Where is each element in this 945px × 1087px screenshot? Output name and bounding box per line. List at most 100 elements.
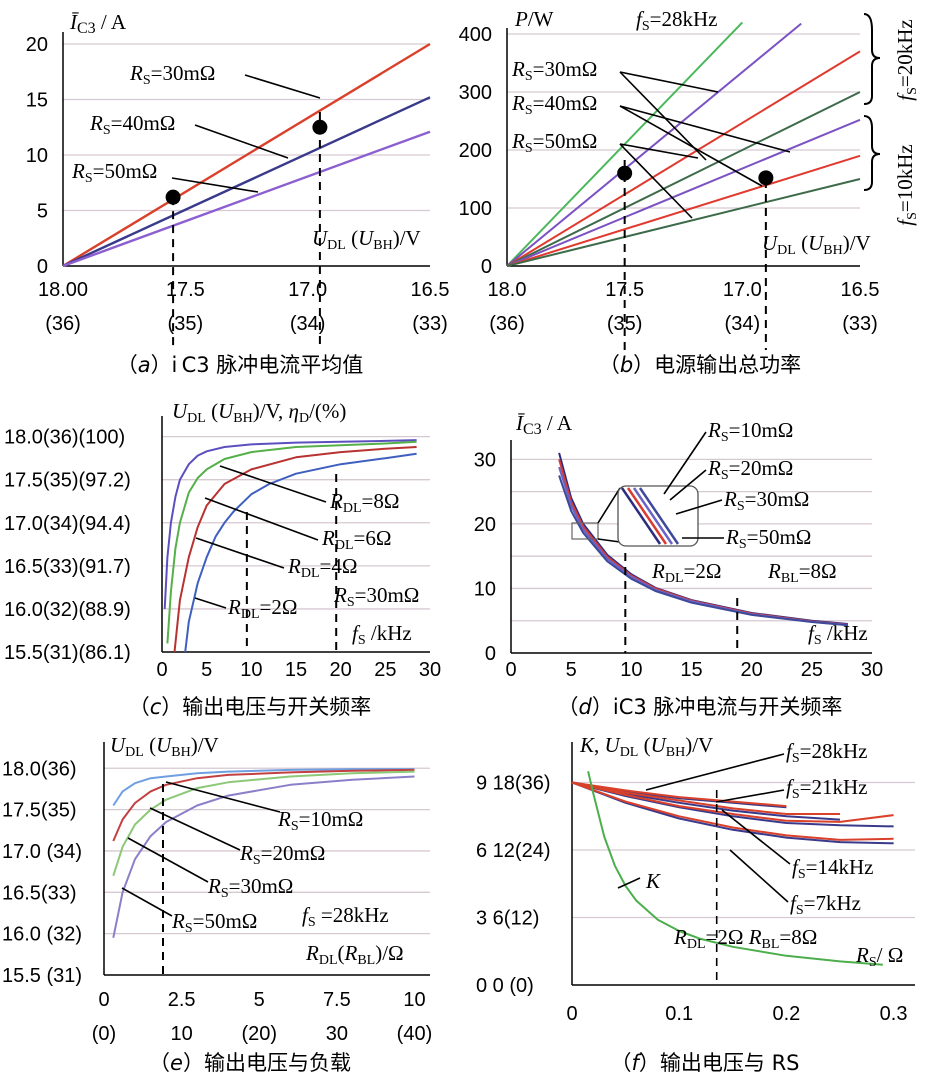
annotation-rs10: RS=10mΩ <box>277 807 363 834</box>
y-tick-label: 0 <box>37 256 48 278</box>
x-tick-label: 16.5 <box>841 279 880 301</box>
x-axis-title: RDL(RBL)/Ω <box>305 941 404 968</box>
x-tick-label: 2.5 <box>168 989 196 1011</box>
x-tick-label: (35) <box>168 313 204 335</box>
series-line <box>506 50 861 267</box>
annotation-fs14: fS=14kHz <box>792 855 873 882</box>
x-tick-label: 5 <box>201 659 212 681</box>
y-tick-label: 200 <box>459 140 492 162</box>
leader-line <box>127 837 209 883</box>
series-line <box>184 452 417 653</box>
x-tick-label: 17.5 <box>605 279 644 301</box>
leader-line <box>171 177 259 193</box>
y-tick-label: 10 <box>474 578 496 600</box>
series-line <box>506 118 861 267</box>
leader-line <box>597 538 621 543</box>
x-tick-label: 17.0 <box>288 279 327 301</box>
panel-d: 0 10 20 30 0 5 10 15 20 25 30 ĪC3 / A fS /kHz RS=10mΩ… <box>474 411 883 719</box>
annotation-fs7: fS=7kHz <box>790 891 861 918</box>
x-tick-label: 0.2 <box>772 1003 800 1025</box>
x-tick-label: (33) <box>842 313 878 335</box>
panel-f: 0 0 (0) 3 6(12) 6 12(24) 9 18(36) 0 0.1 0.2 0.3… <box>476 733 915 1075</box>
x-tick-label: 17.5 <box>166 279 205 301</box>
y-tick-label: 9 18(36) <box>476 773 551 795</box>
series-line <box>558 475 848 627</box>
x-tick-label: 25 <box>801 659 823 681</box>
annotation-k: K <box>645 869 661 893</box>
x-tick-label: 30 <box>861 659 883 681</box>
leader-line <box>619 105 791 153</box>
zoom-series-line <box>632 487 674 545</box>
leader-line <box>617 877 641 889</box>
x-tick-label: 0 <box>98 989 109 1011</box>
annotation-rdl4: RDL=4Ω <box>287 554 357 581</box>
y-tick-label: 15.5(31)(86.1) <box>4 642 131 664</box>
y-tick-label: 18.0(36) <box>2 758 77 780</box>
leader-line <box>165 781 281 813</box>
y-tick-label: 0 <box>485 643 496 665</box>
leader-line <box>619 143 699 159</box>
annotation-rs50: RS=50mΩ <box>171 909 257 936</box>
leader-line <box>619 143 693 219</box>
y-tick-label: 3 6(12) <box>476 908 539 930</box>
x-tick-label: (20) <box>241 1023 277 1045</box>
x-tick-label: (34) <box>725 313 761 335</box>
x-tick-label: (36) <box>45 313 81 335</box>
series-line <box>571 781 894 828</box>
series-line <box>112 768 415 807</box>
x-tick-label: (34) <box>290 313 326 335</box>
x-tick-label: 5 <box>254 989 265 1011</box>
x-tick-label: 0 <box>156 659 167 681</box>
panel-c: 15.5(31)(86.1) 16.0(32)(88.9) 16.5(33)(91.… <box>4 399 441 719</box>
y-tick-label: 16.5(33)(91.7) <box>4 556 131 578</box>
y-axis-title: K, UDL (UBH)/V <box>579 733 713 760</box>
annotation-rs20: RS=20mΩ <box>239 841 325 868</box>
leader-line <box>721 809 791 865</box>
leader-line <box>194 597 227 609</box>
x-axis-title: RS/ Ω <box>855 943 903 970</box>
y-tick-label: 16.5(33) <box>2 882 77 904</box>
series-line <box>506 22 802 267</box>
panel-caption: （d）iC3 脉冲电流与开关频率 <box>558 695 843 719</box>
x-tick-label: 15 <box>680 659 702 681</box>
annotation-fs28: fS=28kHz <box>636 7 717 34</box>
x-tick-label: (40) <box>397 1023 433 1045</box>
y-tick-label: 17.5(35) <box>2 800 77 822</box>
leader-line <box>244 74 321 99</box>
series-line <box>173 446 417 653</box>
leader-line <box>619 105 763 187</box>
y-tick-label: 16.0 (32) <box>2 924 82 946</box>
annotation-rdl6: RDL=6Ω <box>321 526 391 553</box>
y-axis-title: ĪC3 / A <box>69 10 127 37</box>
y-tick-label: 15 <box>26 90 48 112</box>
data-marker <box>165 189 181 205</box>
x-tick-label: 30 <box>326 1023 348 1045</box>
annotation-rs30: RS=30mΩ <box>333 583 419 610</box>
leader-line <box>194 124 289 159</box>
y-tick-label: 16.0(32)(88.9) <box>4 599 131 621</box>
series-line <box>112 775 415 939</box>
annotation-rbl8: RBL=8Ω <box>767 559 837 586</box>
y-tick-label: 400 <box>459 24 492 46</box>
x-tick-label: 0.1 <box>665 1003 693 1025</box>
annotation-fs28: fS =28kHz <box>302 903 389 930</box>
leader-line <box>729 849 789 903</box>
y-tick-label: 17.5(35)(97.2) <box>4 470 131 492</box>
annotation-rs40: RS=40mΩ <box>89 111 175 138</box>
x-tick-label: 10 <box>170 1023 192 1045</box>
x-tick-label: 30 <box>419 659 441 681</box>
y-tick-label: 300 <box>459 82 492 104</box>
series-line <box>571 781 894 845</box>
series-line <box>163 439 417 609</box>
annotation-rs50: RS=50mΩ <box>511 129 597 156</box>
x-tick-label: (33) <box>412 313 448 335</box>
zoom-series-line <box>638 487 680 545</box>
panel-caption: （e）输出电压与负载 <box>149 1051 351 1075</box>
y-tick-label: 0 <box>481 256 492 278</box>
annotation-rs30: RS=30mΩ <box>511 57 597 84</box>
y-axis-title: UDL (UBH)/V, ηD/(%) <box>172 399 346 426</box>
y-axis-title: P/W <box>514 7 554 31</box>
series-line <box>62 96 431 268</box>
x-tick-label: 0 <box>566 1003 577 1025</box>
zoom-inset <box>617 485 699 547</box>
